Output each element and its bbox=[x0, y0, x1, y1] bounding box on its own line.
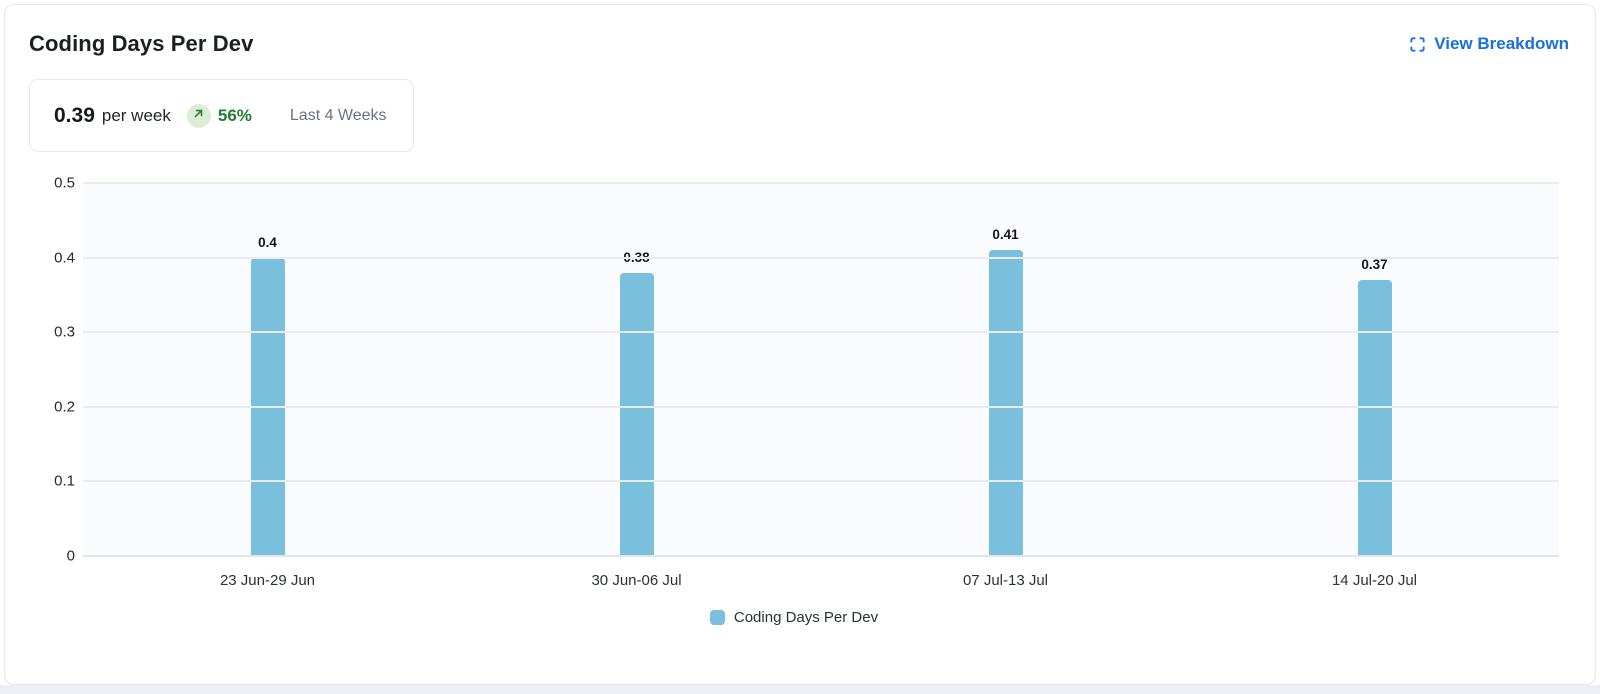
gridline bbox=[83, 331, 1559, 334]
y-tick-label: 0.2 bbox=[54, 398, 75, 416]
legend-swatch bbox=[709, 610, 725, 625]
gridline bbox=[83, 182, 1559, 184]
y-axis: 0 0.1 0.2 0.3 0.4 0.5 bbox=[29, 176, 83, 564]
legend-label: Coding Days Per Dev bbox=[733, 609, 879, 626]
card-header: Coding Days Per Dev View Breakdown bbox=[5, 5, 1595, 57]
bar-chart: 0 0.1 0.2 0.3 0.4 0.5 0.4 0.38 0.41 0.37 23 Jun-… bbox=[29, 176, 1559, 626]
card-title: Coding Days Per Dev bbox=[29, 31, 254, 56]
bar-value-label: 0.4 bbox=[258, 234, 277, 250]
bar-30 Jun-06 Jul[interactable]: 0.38 bbox=[619, 250, 654, 556]
y-tick-label: 0 bbox=[66, 547, 75, 565]
bar-cell: 0.41 bbox=[821, 183, 1190, 556]
x-tick-label: 07 Jul-13 Jul bbox=[962, 572, 1049, 589]
view-breakdown-link[interactable]: View Breakdown bbox=[1409, 34, 1569, 54]
bar-cell: 0.38 bbox=[452, 183, 821, 556]
view-breakdown-label: View Breakdown bbox=[1434, 34, 1569, 53]
gridline bbox=[83, 480, 1559, 483]
trend-percent: 56% bbox=[217, 105, 252, 125]
stat-unit: per week bbox=[101, 105, 171, 125]
y-tick-label: 0.1 bbox=[54, 472, 75, 490]
x-axis: 23 Jun-29 Jun 30 Jun-06 Jul 07 Jul-13 Jul 1… bbox=[83, 556, 1559, 589]
gridline bbox=[83, 256, 1559, 259]
plot-area: 0.4 0.38 0.41 0.37 bbox=[83, 182, 1559, 557]
expand-icon bbox=[1409, 36, 1426, 53]
x-tick-label: 14 Jul-20 Jul bbox=[1331, 572, 1418, 589]
x-tick-label: 23 Jun-29 Jun bbox=[219, 572, 316, 589]
bar-cell: 0.4 bbox=[83, 183, 452, 556]
stat-period: Last 4 Weeks bbox=[289, 106, 387, 124]
bar-cell: 0.37 bbox=[1190, 183, 1559, 556]
bar-07 Jul-13 Jul[interactable]: 0.41 bbox=[988, 227, 1023, 556]
y-tick-label: 0.5 bbox=[54, 174, 75, 192]
bars-row: 0.4 0.38 0.41 0.37 bbox=[83, 183, 1559, 556]
gridline bbox=[83, 405, 1559, 408]
bar-value-label: 0.41 bbox=[992, 227, 1019, 243]
x-tick-label: 30 Jun-06 Jul bbox=[591, 572, 682, 589]
stat-value: 0.39 bbox=[54, 103, 95, 127]
y-tick-label: 0.4 bbox=[54, 249, 75, 267]
y-tick-label: 0.3 bbox=[54, 323, 75, 341]
legend-item[interactable]: Coding Days Per Dev bbox=[29, 609, 1559, 626]
gridline bbox=[83, 555, 1559, 557]
bar-value-label: 0.37 bbox=[1361, 256, 1388, 272]
bar-14 Jul-20 Jul[interactable]: 0.37 bbox=[1357, 257, 1392, 556]
chart-body: 0 0.1 0.2 0.3 0.4 0.5 0.4 0.38 0.41 0.37 bbox=[29, 176, 1559, 564]
page-background-strip bbox=[0, 685, 1600, 694]
summary-stat-box: 0.39 per week 56% Last 4 Weeks bbox=[29, 79, 414, 152]
trend-up-badge bbox=[186, 103, 211, 128]
coding-days-card: Coding Days Per Dev View Breakdown 0.39 … bbox=[4, 4, 1596, 685]
arrow-up-right-icon bbox=[192, 107, 205, 125]
